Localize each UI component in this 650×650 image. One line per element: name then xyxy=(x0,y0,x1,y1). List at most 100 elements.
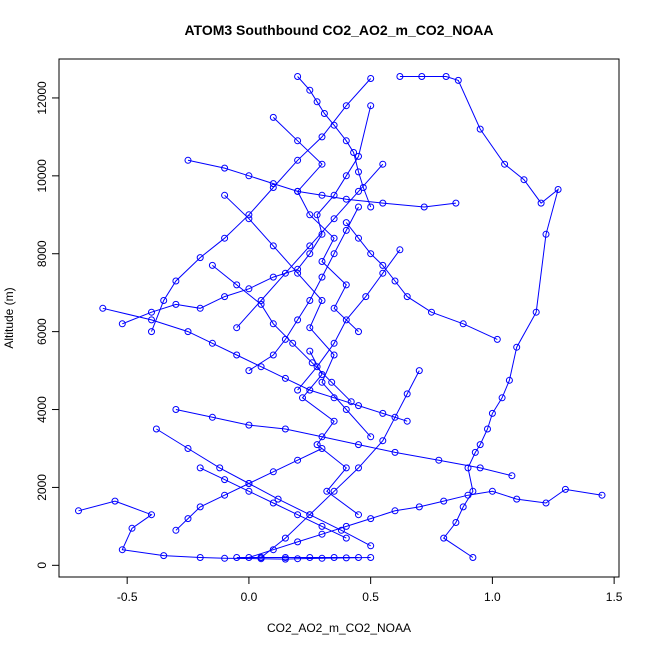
series-line xyxy=(151,78,372,332)
data-point xyxy=(355,402,362,410)
data-point xyxy=(415,503,423,511)
data-point xyxy=(318,530,326,538)
data-point xyxy=(233,324,241,332)
data-point xyxy=(476,464,484,472)
data-point xyxy=(367,433,375,441)
data-point xyxy=(99,304,107,312)
series-line xyxy=(248,206,359,372)
series-line xyxy=(122,105,372,325)
data-point xyxy=(294,156,302,164)
data-point xyxy=(323,487,331,495)
data-point xyxy=(415,367,423,375)
data-point xyxy=(355,441,362,449)
x-tick-label: 1.0 xyxy=(484,590,501,604)
data-point xyxy=(184,445,192,452)
data-point xyxy=(459,320,467,328)
series-15 xyxy=(245,203,362,375)
data-point xyxy=(111,497,119,505)
data-point xyxy=(269,242,277,250)
data-point xyxy=(299,394,306,402)
data-point xyxy=(513,495,521,503)
data-point xyxy=(75,507,82,515)
data-point xyxy=(362,293,370,301)
data-point xyxy=(318,160,326,168)
data-point xyxy=(313,441,321,449)
data-point xyxy=(306,250,314,258)
y-tick-label: 8000 xyxy=(35,240,49,267)
data-point xyxy=(245,285,253,293)
data-point xyxy=(281,554,289,561)
series-line xyxy=(175,409,513,477)
data-point xyxy=(342,281,350,289)
series-3 xyxy=(118,102,375,328)
series-line xyxy=(297,76,372,208)
data-point xyxy=(148,511,155,519)
series-9 xyxy=(257,367,423,561)
data-point xyxy=(330,191,338,199)
data-point xyxy=(306,324,314,332)
data-point xyxy=(342,316,350,324)
data-point xyxy=(330,215,338,223)
data-point xyxy=(330,394,338,402)
data-point xyxy=(442,73,450,80)
data-point xyxy=(306,86,314,94)
series-12 xyxy=(196,464,350,542)
data-point xyxy=(196,554,204,561)
data-point xyxy=(306,511,314,519)
data-point xyxy=(418,73,426,80)
data-point xyxy=(294,456,302,464)
data-point xyxy=(342,137,350,145)
data-point xyxy=(391,277,399,285)
data-point xyxy=(294,137,302,145)
data-point xyxy=(471,448,479,456)
y-tick-label: 0 xyxy=(35,562,49,569)
x-tick-label: -0.5 xyxy=(117,590,138,604)
data-point xyxy=(464,491,472,499)
data-point xyxy=(498,394,506,402)
data-point xyxy=(428,308,435,316)
series-14 xyxy=(221,191,375,441)
data-point xyxy=(355,511,362,519)
data-point xyxy=(330,234,338,242)
data-point xyxy=(396,73,404,80)
data-point xyxy=(342,172,350,180)
data-point xyxy=(391,448,399,456)
data-point xyxy=(233,281,241,289)
data-point xyxy=(359,184,367,191)
data-point xyxy=(379,199,387,207)
data-point xyxy=(172,300,180,308)
series-5 xyxy=(294,73,375,211)
data-point xyxy=(367,554,375,561)
data-point xyxy=(330,487,338,495)
data-point xyxy=(294,73,302,80)
data-point xyxy=(342,226,350,234)
data-point xyxy=(342,102,350,110)
data-point xyxy=(350,149,358,156)
series-line xyxy=(156,428,371,547)
data-point xyxy=(257,363,265,371)
data-point xyxy=(269,273,277,281)
data-point xyxy=(184,515,192,523)
data-point xyxy=(379,160,387,168)
data-point xyxy=(561,485,569,493)
data-point xyxy=(281,425,289,433)
data-point xyxy=(542,499,550,507)
y-tick-label: 12000 xyxy=(35,81,49,115)
x-axis: -0.5 0.0 0.5 1.0 1.5 xyxy=(117,576,623,604)
series-18 xyxy=(233,554,362,561)
data-point xyxy=(245,487,253,495)
series-line xyxy=(187,159,456,208)
data-point xyxy=(294,511,302,519)
data-point xyxy=(294,269,302,277)
y-tick-label: 2000 xyxy=(35,474,49,501)
data-point xyxy=(128,524,136,532)
data-point xyxy=(216,464,224,472)
data-point xyxy=(306,554,314,561)
data-point xyxy=(281,269,289,277)
series-line xyxy=(102,307,408,422)
series-13 xyxy=(269,113,362,336)
data-point xyxy=(330,554,338,561)
data-point xyxy=(208,413,216,421)
data-point xyxy=(148,316,155,324)
x-tick-label: 0.5 xyxy=(362,590,379,604)
